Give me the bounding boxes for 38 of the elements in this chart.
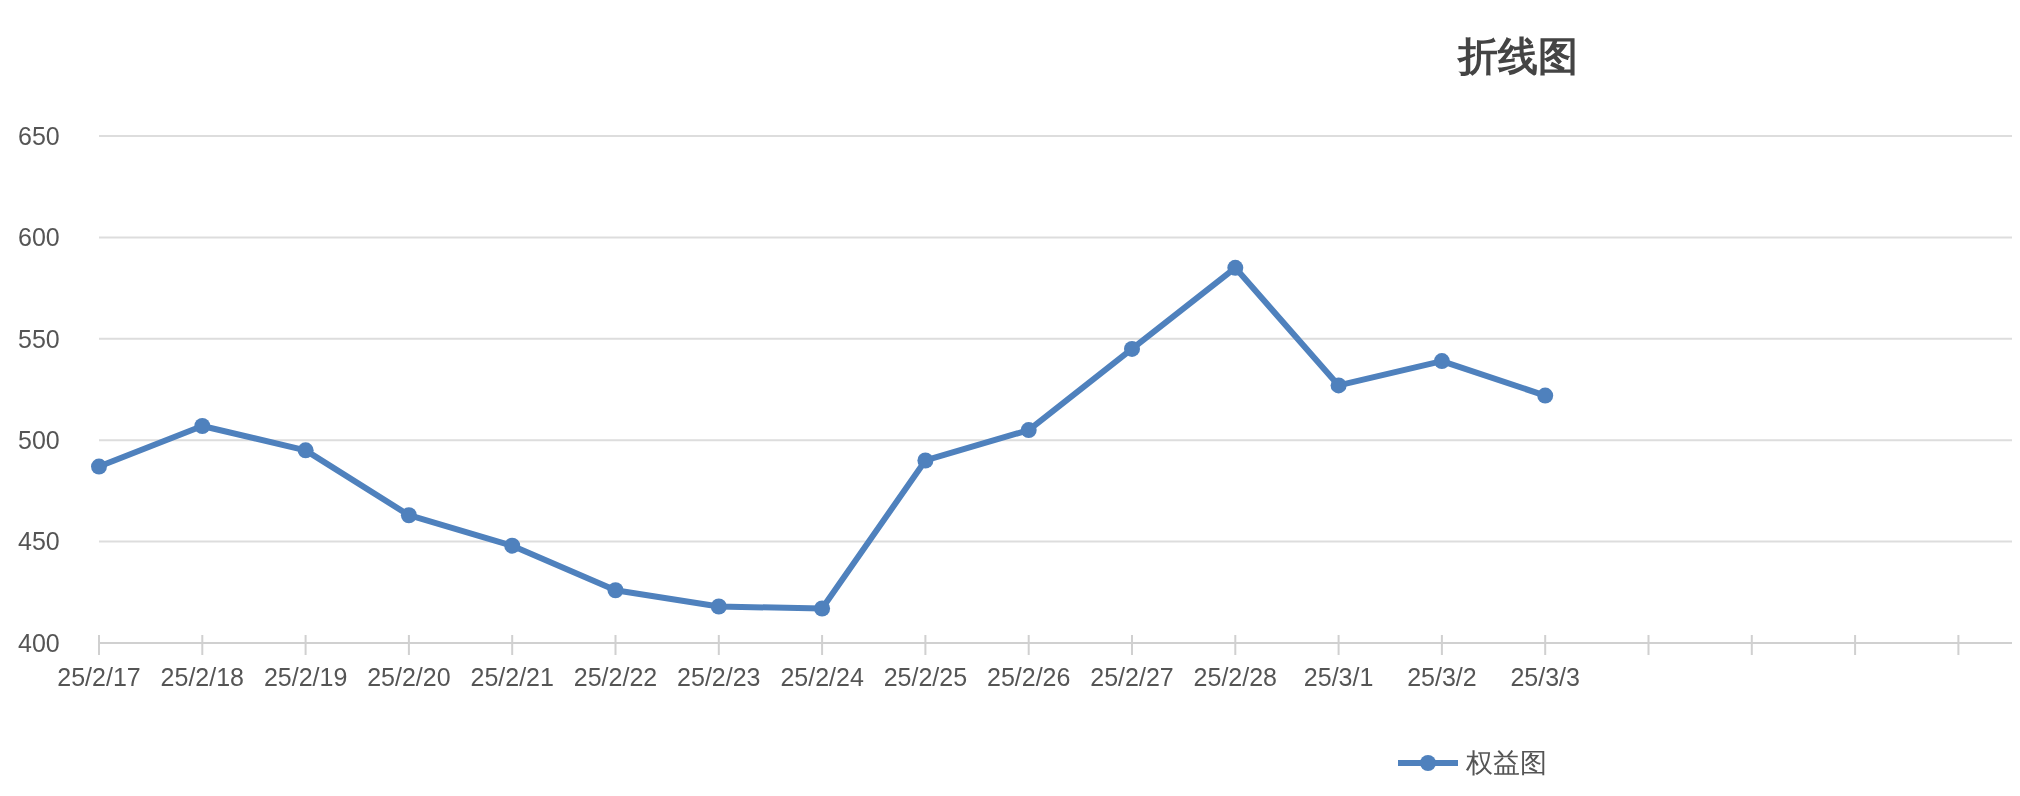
point: [91, 458, 107, 475]
chart-title: 折线图: [1456, 34, 1578, 78]
x-tick-label: 25/2/23: [677, 663, 761, 691]
x-tick-label: 25/2/22: [573, 663, 658, 691]
y-tick-label: 400: [18, 628, 60, 657]
x-tick-label: 25/2/17: [57, 663, 141, 691]
x-tick-label: 25/2/25: [883, 663, 968, 691]
y-tick-label: 550: [18, 324, 60, 353]
x-tick-label: 25/2/21: [470, 663, 554, 691]
x-tick-label: 25/2/18: [160, 663, 245, 691]
x-tick-label: 25/3/1: [1303, 663, 1374, 691]
point: [607, 582, 624, 599]
y-tick-label: 450: [18, 527, 60, 556]
point: [1227, 259, 1244, 276]
x-tick-label: 25/2/19: [263, 663, 348, 691]
point: [1020, 422, 1037, 439]
legend-label: 权益图: [1465, 748, 1547, 779]
point: [1124, 340, 1140, 357]
point: [917, 452, 934, 469]
point: [194, 418, 211, 434]
point: [1433, 353, 1450, 370]
point: [504, 537, 521, 554]
x-tick-label: 25/2/27: [1090, 663, 1174, 691]
x-tick-label: 25/2/20: [367, 663, 451, 691]
point: [710, 598, 727, 615]
x-tick-label: 25/3/3: [1510, 663, 1580, 691]
point: [400, 507, 417, 524]
x-tick-label: 25/3/2: [1407, 663, 1477, 691]
y-tick-label: 600: [18, 223, 60, 252]
y-tick-label: 500: [18, 425, 60, 454]
point: [297, 442, 314, 459]
x-tick-label: 25/2/26: [986, 663, 1071, 691]
point: [1537, 387, 1554, 404]
point: [814, 600, 831, 617]
point: [1330, 377, 1347, 394]
y-tick-label: 650: [18, 121, 60, 150]
x-tick-label: 25/2/28: [1193, 663, 1278, 691]
x-tick-label: 25/2/24: [780, 663, 864, 691]
